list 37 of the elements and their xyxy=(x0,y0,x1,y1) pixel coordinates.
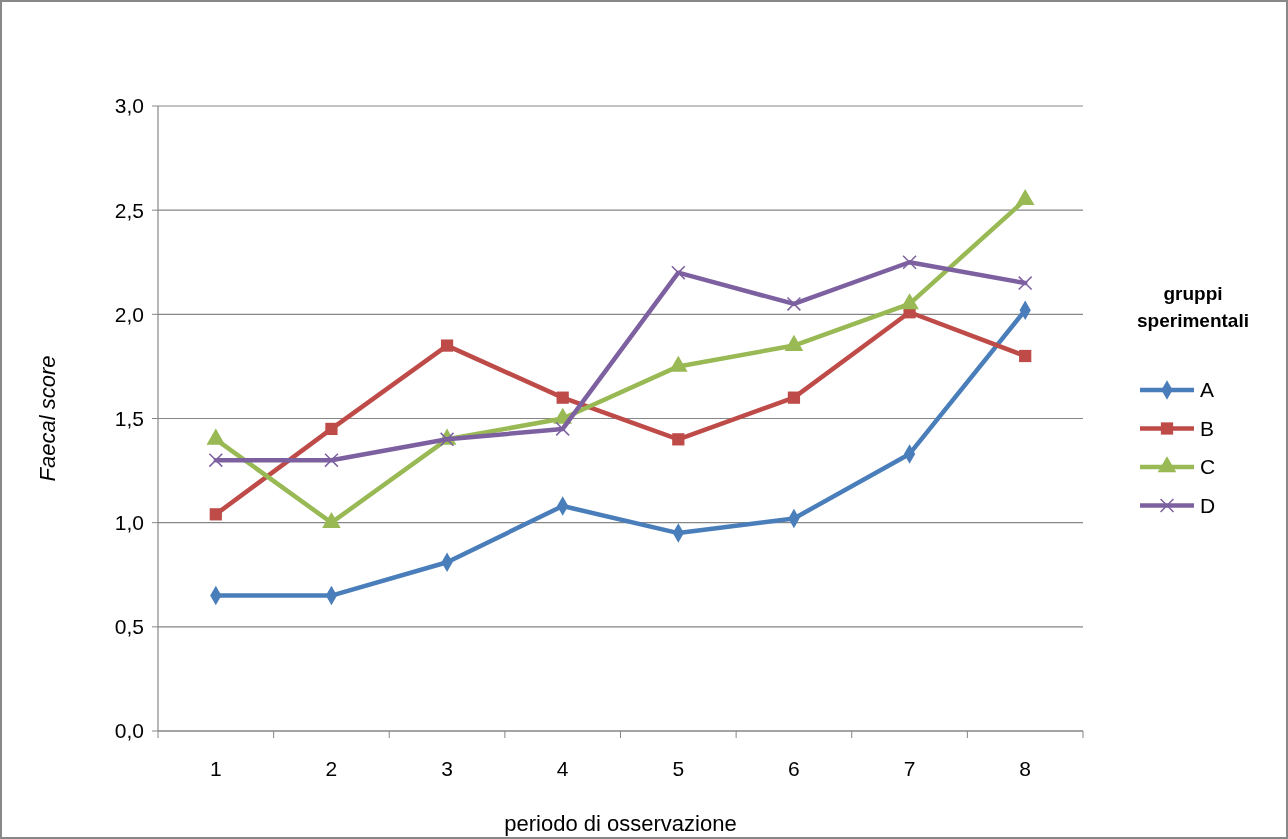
point xyxy=(902,255,917,270)
point xyxy=(672,433,685,446)
point xyxy=(325,422,338,436)
x-tick-label: 1 xyxy=(209,757,222,780)
x-tick-label: 5 xyxy=(672,757,685,780)
legend-label: D xyxy=(1200,493,1216,517)
x-tick-label: 4 xyxy=(556,757,569,780)
x-axis-title: periodo di osservazione xyxy=(504,811,737,836)
y-axis-title: Faecal score xyxy=(35,355,60,482)
legend-title: gruppi sperimentali xyxy=(1137,283,1249,331)
x-tick-label: 7 xyxy=(903,757,916,780)
point xyxy=(786,296,802,312)
legend-label: C xyxy=(1200,455,1216,479)
y-tick-label: 0,5 xyxy=(114,615,144,639)
y-tick-label: 1,0 xyxy=(114,511,144,535)
point xyxy=(556,391,569,404)
y-tick-label: 2,0 xyxy=(114,302,144,326)
legend-label: B xyxy=(1200,416,1215,440)
point xyxy=(440,339,454,352)
point xyxy=(787,391,801,404)
point xyxy=(208,452,223,468)
y-tick-label: 3,0 xyxy=(114,94,144,118)
point xyxy=(324,452,339,468)
x-tick-label: 3 xyxy=(441,757,453,780)
x-tick-label: 8 xyxy=(1019,757,1032,780)
point xyxy=(439,432,455,447)
x-tick-label: 2 xyxy=(325,757,338,780)
point xyxy=(209,508,222,521)
point xyxy=(671,265,686,280)
point xyxy=(555,421,570,437)
point xyxy=(1018,275,1033,291)
legend-label: A xyxy=(1200,378,1215,402)
y-tick-label: 0,0 xyxy=(114,719,144,743)
point xyxy=(1019,349,1032,363)
y-tick-label: 1,5 xyxy=(114,406,144,430)
x-tick-label: 6 xyxy=(788,757,800,780)
y-tick-label: 2,5 xyxy=(114,198,144,222)
